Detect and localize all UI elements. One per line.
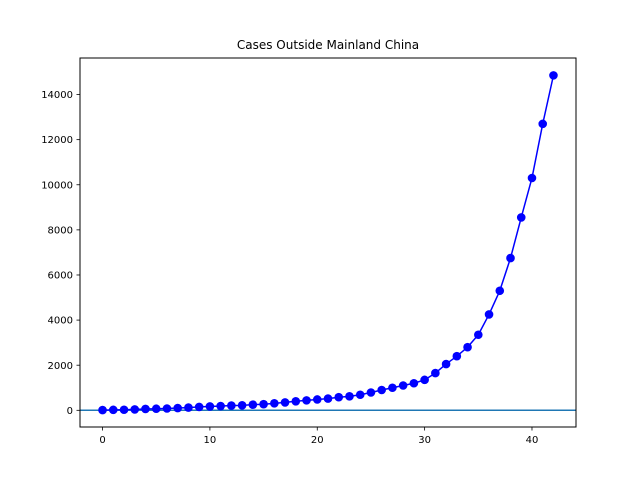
data-point <box>452 351 462 361</box>
data-point <box>227 401 236 410</box>
data-point <box>506 253 515 263</box>
data-point <box>549 71 558 80</box>
data-point <box>484 310 494 319</box>
data-point <box>527 173 537 183</box>
data-point <box>108 405 118 415</box>
axes-frame <box>79 57 577 428</box>
y-tick-label: 0 <box>67 406 73 417</box>
data-point <box>119 405 129 415</box>
data-point <box>216 401 225 411</box>
data-point <box>173 403 182 413</box>
data-point <box>345 392 354 401</box>
x-tick-label: 30 <box>418 435 431 446</box>
data-point <box>237 401 247 410</box>
data-point <box>388 383 397 393</box>
data-point <box>184 403 193 412</box>
data-point <box>248 400 258 409</box>
y-tick-label: 12000 <box>41 135 73 146</box>
data-point <box>280 398 290 407</box>
y-tick-label: 6000 <box>48 271 73 282</box>
data-point <box>463 342 472 352</box>
data-point <box>98 405 107 415</box>
x-tick-label: 0 <box>99 435 105 446</box>
series-line <box>102 75 555 411</box>
data-point <box>495 286 505 296</box>
data-point <box>431 368 440 378</box>
data-point <box>538 119 548 129</box>
data-point <box>194 402 204 412</box>
data-point <box>151 404 161 414</box>
data-point <box>474 330 483 340</box>
data-point <box>205 402 215 411</box>
y-tick-label: 4000 <box>48 316 73 327</box>
data-point <box>366 388 376 397</box>
x-tick-label: 40 <box>526 435 539 446</box>
data-point <box>312 395 322 404</box>
data-point <box>516 213 526 222</box>
data-point <box>130 405 140 414</box>
data-point <box>302 396 311 405</box>
data-point <box>334 392 344 402</box>
y-tick-label: 2000 <box>48 361 73 372</box>
data-point <box>323 394 333 403</box>
data-point <box>259 399 268 409</box>
plot-area: 0 10 20 30 40 0 2000 4000 6000 8000 10000 12000 1400… <box>41 57 577 446</box>
chart-title: Cases Outside Mainland China <box>237 38 419 52</box>
data-point <box>409 378 419 388</box>
data-point <box>291 396 301 406</box>
y-tick-label: 10000 <box>41 180 73 191</box>
data-point <box>420 375 429 385</box>
data-point <box>441 359 451 369</box>
x-tick-label: 20 <box>311 435 324 446</box>
data-point <box>377 385 386 395</box>
y-tick-label: 8000 <box>48 225 73 236</box>
data-point <box>141 404 150 414</box>
data-point <box>162 404 172 413</box>
y-tick-label: 14000 <box>41 90 73 101</box>
data-point <box>355 390 365 400</box>
data-point <box>270 399 279 408</box>
data-point <box>398 381 408 390</box>
x-tick-label: 10 <box>204 435 217 446</box>
